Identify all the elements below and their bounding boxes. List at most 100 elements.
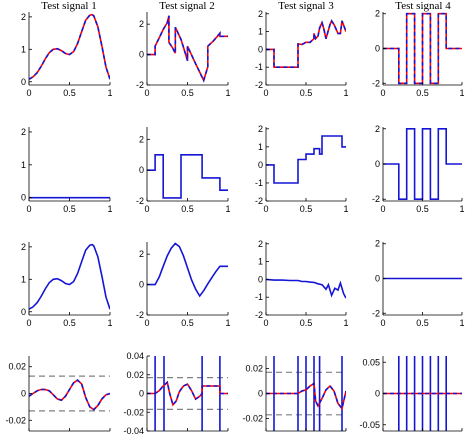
series-line-blue-0 — [266, 135, 346, 184]
y-tick-label: 0 — [258, 44, 263, 54]
series-group — [147, 356, 228, 431]
y-tick-label: 0 — [139, 50, 144, 60]
y-tick-label: -2 — [255, 80, 263, 90]
x-tick-label: 1 — [225, 318, 230, 328]
x-tick-label: 0.5 — [181, 318, 194, 328]
x-tick-label: 0 — [26, 204, 31, 214]
y-tick-label: 2 — [375, 124, 380, 134]
series-line-blue-0 — [383, 128, 462, 200]
x-tick-label: 0.5 — [63, 204, 76, 214]
y-tick-label: -0.02 — [5, 415, 26, 425]
subplot-r0-c0: 0 1 2 0 0.5 1 — [21, 12, 113, 98]
y-tick-label: 2 — [139, 249, 144, 259]
y-tick-label: 0 — [375, 159, 380, 169]
y-tick-label: 0 — [375, 44, 380, 54]
series-group — [147, 242, 228, 298]
y-tick-label: 0 — [21, 389, 26, 399]
y-tick-label: 0 — [375, 274, 380, 284]
y-tick-label: -0.04 — [123, 426, 144, 434]
x-tick-label: 1 — [343, 204, 348, 214]
subplot-r2-c2: -2 -1 0 1 2 0 0.5 1 — [255, 239, 349, 328]
x-tick-label: 0.5 — [63, 88, 76, 98]
y-tick-label: -2 — [136, 310, 144, 320]
y-tick-label: -0.05 — [359, 420, 380, 430]
y-tick-label: 1 — [258, 257, 263, 267]
y-tick-label: 0 — [21, 307, 26, 317]
x-tick-label: 0 — [380, 204, 385, 214]
series-line-blue-0 — [29, 243, 110, 310]
series-line-blue-dash-7 — [147, 380, 228, 407]
x-tick-label: 0.5 — [416, 318, 429, 328]
x-tick-label: 1 — [107, 88, 112, 98]
x-tick-label: 0.5 — [300, 88, 313, 98]
y-tick-label: 1 — [21, 274, 26, 284]
y-tick-label: 0 — [21, 77, 26, 87]
series-line-blue-0 — [266, 278, 346, 299]
x-tick-label: 1 — [343, 318, 348, 328]
y-tick-label: 0.02 — [8, 362, 26, 372]
y-tick-label: 0 — [21, 193, 26, 203]
title-test-signal-2: Test signal 2 — [159, 0, 214, 12]
x-tick-label: 0 — [380, 318, 385, 328]
y-tick-label: 0 — [258, 389, 263, 399]
y-tick-label: -2 — [372, 194, 380, 204]
series-group — [383, 128, 462, 200]
y-tick-label: 0 — [139, 165, 144, 175]
subplot-r1-c0: 0 1 2 0 0.5 1 — [21, 127, 113, 214]
series-line-blue-dash-1 — [383, 12, 462, 85]
series-group — [29, 13, 110, 80]
title-test-signal-1: Test signal 1 — [41, 0, 96, 12]
subplot-r0-c2: -2 -1 0 1 2 0 0.5 1 — [255, 9, 349, 98]
series-group — [147, 15, 228, 83]
y-tick-label: 0 — [375, 389, 380, 399]
series-group — [147, 154, 228, 199]
y-tick-label: -1 — [255, 292, 263, 302]
x-tick-label: 1 — [225, 88, 230, 98]
y-tick-label: -2 — [372, 308, 380, 318]
subplot-r2-c0: 0 1 2 0 0.5 1 — [21, 242, 113, 328]
series-line-blue-dash-1 — [29, 13, 110, 80]
column-titles: Test signal 1 Test signal 2 Test signal … — [41, 0, 451, 12]
x-tick-label: 1 — [459, 318, 464, 328]
y-tick-label: 2 — [375, 9, 380, 19]
x-tick-label: 1 — [107, 204, 112, 214]
series-group — [383, 12, 462, 85]
y-tick-label: 2 — [258, 239, 263, 249]
y-tick-label: 0 — [258, 160, 263, 170]
x-tick-label: 0.5 — [181, 88, 194, 98]
x-tick-label: 0 — [380, 88, 385, 98]
y-tick-label: -2 — [136, 196, 144, 206]
series-group — [29, 375, 110, 412]
y-tick-label: 1 — [21, 44, 26, 54]
x-tick-label: 0 — [26, 88, 31, 98]
y-tick-label: -0.02 — [242, 414, 263, 424]
x-tick-label: 1 — [459, 88, 464, 98]
y-tick-label: 0 — [139, 280, 144, 290]
y-tick-label: 2 — [21, 12, 26, 22]
y-tick-label: -1 — [255, 62, 263, 72]
x-tick-label: 0.5 — [416, 204, 429, 214]
y-tick-label: 0 — [139, 389, 144, 399]
x-tick-label: 1 — [107, 318, 112, 328]
series-group — [266, 356, 346, 431]
y-tick-label: 0 — [258, 274, 263, 284]
x-tick-label: 1 — [225, 204, 230, 214]
y-tick-label: 1 — [258, 142, 263, 152]
x-tick-label: 0 — [144, 204, 149, 214]
series-group — [383, 356, 462, 431]
y-tick-label: -2 — [255, 196, 263, 206]
series-line-blue-0 — [147, 242, 228, 298]
x-tick-label: 1 — [343, 88, 348, 98]
series-line-blue-dash-1 — [266, 19, 346, 68]
y-tick-label: -1 — [255, 178, 263, 188]
y-tick-label: 2 — [139, 134, 144, 144]
x-tick-label: 0.5 — [416, 88, 429, 98]
